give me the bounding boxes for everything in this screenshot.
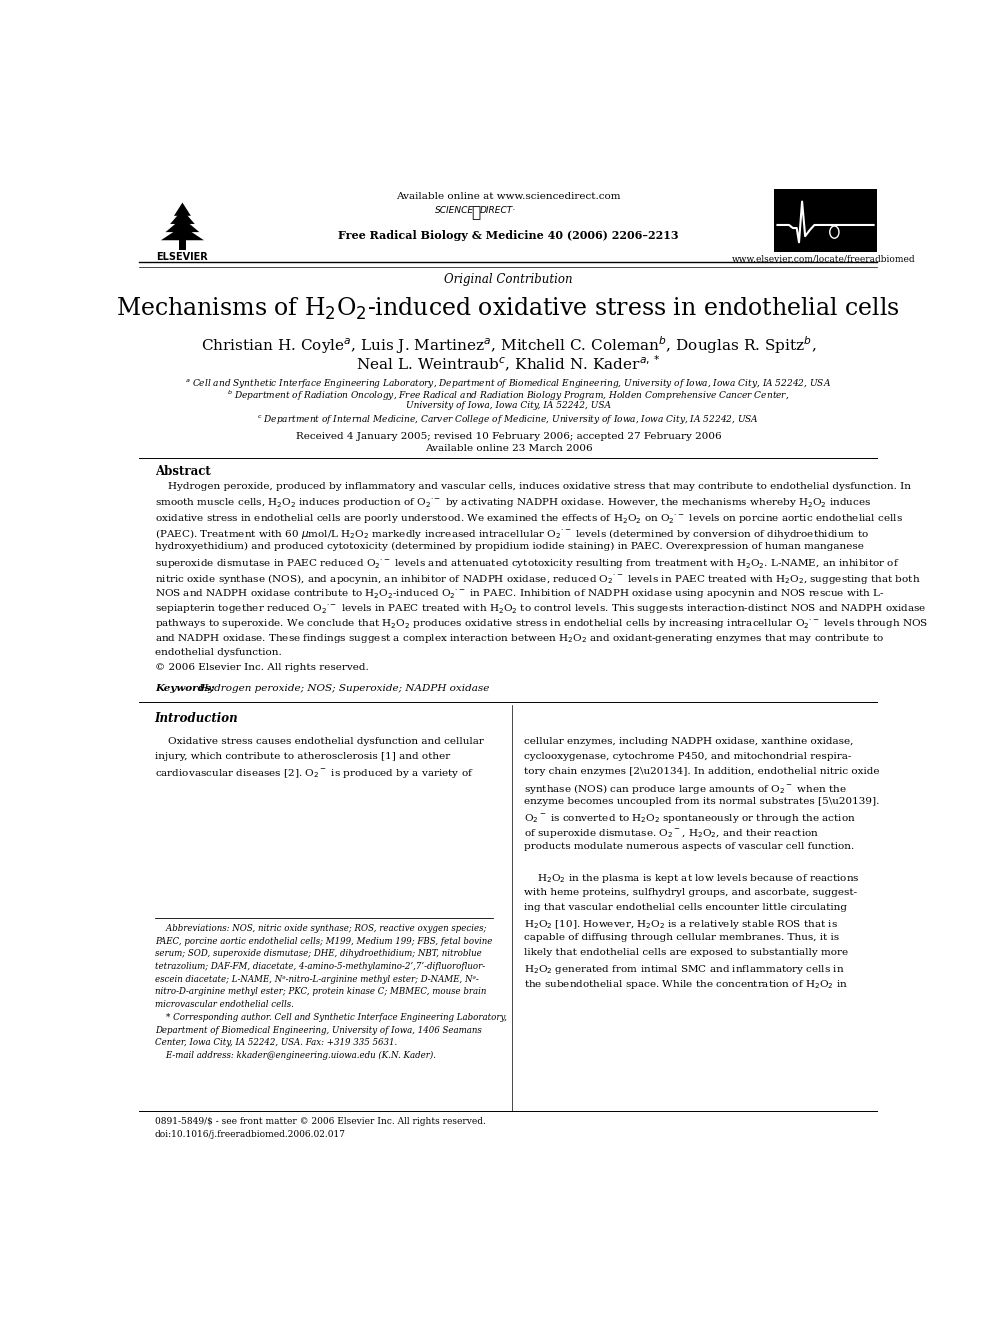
Text: Hydrogen peroxide; NOS; Superoxide; NADPH oxidase: Hydrogen peroxide; NOS; Superoxide; NADP… bbox=[196, 684, 490, 693]
Text: sepiapterin together reduced O$_2$$^{\cdot-}$ levels in PAEC treated with H$_2$O: sepiapterin together reduced O$_2$$^{\cd… bbox=[155, 602, 927, 617]
Text: with heme proteins, sulfhydryl groups, and ascorbate, suggest-: with heme proteins, sulfhydryl groups, a… bbox=[524, 888, 857, 897]
Text: of superoxide dismutase. O$_2$$^-$, H$_2$O$_2$, and their reaction: of superoxide dismutase. O$_2$$^-$, H$_2… bbox=[524, 827, 819, 840]
Text: hydroxyethidium) and produced cytotoxicity (determined by propidium iodide stain: hydroxyethidium) and produced cytotoxici… bbox=[155, 542, 864, 552]
Text: Abstract: Abstract bbox=[155, 466, 210, 479]
Bar bbox=[139, 189, 239, 250]
Text: 0891-5849/$ - see front matter © 2006 Elsevier Inc. All rights reserved.: 0891-5849/$ - see front matter © 2006 El… bbox=[155, 1118, 486, 1126]
Text: serum; SOD, superoxide dismutase; DHE, dihydroethidium; NBT, nitroblue: serum; SOD, superoxide dismutase; DHE, d… bbox=[155, 950, 481, 958]
Text: smooth muscle cells, H$_2$O$_2$ induces production of O$_2$$^{\cdot-}$ by activa: smooth muscle cells, H$_2$O$_2$ induces … bbox=[155, 496, 871, 511]
Text: cellular enzymes, including NADPH oxidase, xanthine oxidase,: cellular enzymes, including NADPH oxidas… bbox=[524, 737, 853, 746]
Text: Department of Biomedical Engineering, University of Iowa, 1406 Seamans: Department of Biomedical Engineering, Un… bbox=[155, 1025, 481, 1035]
Text: * Corresponding author. Cell and Synthetic Interface Engineering Laboratory,: * Corresponding author. Cell and Synthet… bbox=[155, 1013, 507, 1021]
Text: NOS and NADPH oxidase contribute to H$_2$O$_2$-induced O$_2$$^{\cdot-}$ in PAEC.: NOS and NADPH oxidase contribute to H$_2… bbox=[155, 587, 885, 601]
Text: Available online 23 March 2006: Available online 23 March 2006 bbox=[425, 445, 592, 452]
Polygon shape bbox=[171, 209, 194, 224]
Text: Original Contribution: Original Contribution bbox=[444, 273, 572, 286]
Text: Abbreviations: NOS, nitric oxide synthase; ROS, reactive oxygen species;: Abbreviations: NOS, nitric oxide synthas… bbox=[155, 923, 486, 933]
Text: cardiovascular diseases [2]. O$_2$$^-$ is produced by a variety of: cardiovascular diseases [2]. O$_2$$^-$ i… bbox=[155, 767, 473, 781]
Text: ELSEVIER: ELSEVIER bbox=[157, 253, 208, 262]
Text: capable of diffusing through cellular membranes. Thus, it is: capable of diffusing through cellular me… bbox=[524, 933, 839, 942]
Text: doi:10.1016/j.freeradbiomed.2006.02.017: doi:10.1016/j.freeradbiomed.2006.02.017 bbox=[155, 1130, 346, 1139]
Text: H$_2$O$_2$ in the plasma is kept at low levels because of reactions: H$_2$O$_2$ in the plasma is kept at low … bbox=[524, 872, 859, 885]
Text: tory chain enzymes [2\u20134]. In addition, endothelial nitric oxide: tory chain enzymes [2\u20134]. In additi… bbox=[524, 767, 879, 775]
Bar bbox=[774, 189, 878, 253]
Text: Hydrogen peroxide, produced by inflammatory and vascular cells, induces oxidativ: Hydrogen peroxide, produced by inflammat… bbox=[155, 482, 911, 491]
Text: ⓐ: ⓐ bbox=[471, 205, 481, 221]
Text: www.elsevier.com/locate/freeradbiomed: www.elsevier.com/locate/freeradbiomed bbox=[732, 254, 916, 263]
Text: likely that endothelial cells are exposed to substantially more: likely that endothelial cells are expose… bbox=[524, 947, 848, 957]
Text: Neal L. Weintraub$^c$, Khalid N. Kader$^{a,*}$: Neal L. Weintraub$^c$, Khalid N. Kader$^… bbox=[356, 355, 661, 374]
Text: nitro-D-arginine methyl ester; PKC, protein kinase C; MBMEC, mouse brain: nitro-D-arginine methyl ester; PKC, prot… bbox=[155, 987, 486, 996]
Text: superoxide dismutase in PAEC reduced O$_2$$^{\cdot-}$ levels and attenuated cyto: superoxide dismutase in PAEC reduced O$_… bbox=[155, 557, 900, 570]
Text: endothelial dysfunction.: endothelial dysfunction. bbox=[155, 647, 282, 656]
Text: Christian H. Coyle$^a$, Luis J. Martinez$^a$, Mitchell C. Coleman$^b$, Douglas R: Christian H. Coyle$^a$, Luis J. Martinez… bbox=[200, 333, 816, 356]
Text: SCIENCE: SCIENCE bbox=[434, 205, 474, 214]
Text: $^b$ Department of Radiation Oncology, Free Radical and Radiation Biology Progra: $^b$ Department of Radiation Oncology, F… bbox=[227, 389, 790, 404]
Text: enzyme becomes uncoupled from its normal substrates [5\u20139].: enzyme becomes uncoupled from its normal… bbox=[524, 796, 879, 806]
Text: $^a$ Cell and Synthetic Interface Engineering Laboratory, Department of Biomedic: $^a$ Cell and Synthetic Interface Engine… bbox=[186, 377, 831, 390]
Text: and NADPH oxidase. These findings suggest a complex interaction between H$_2$O$_: and NADPH oxidase. These findings sugges… bbox=[155, 632, 884, 646]
Text: products modulate numerous aspects of vascular cell function.: products modulate numerous aspects of va… bbox=[524, 843, 854, 851]
Text: cyclooxygenase, cytochrome P450, and mitochondrial respira-: cyclooxygenase, cytochrome P450, and mit… bbox=[524, 751, 851, 761]
Text: © 2006 Elsevier Inc. All rights reserved.: © 2006 Elsevier Inc. All rights reserved… bbox=[155, 663, 368, 672]
Text: Available online at www.sciencedirect.com: Available online at www.sciencedirect.co… bbox=[396, 192, 621, 201]
Polygon shape bbox=[166, 218, 199, 232]
Bar bbox=[180, 238, 186, 250]
Text: DIRECT·: DIRECT· bbox=[480, 205, 516, 214]
Text: Mechanisms of H$_2$O$_2$-induced oxidative stress in endothelial cells: Mechanisms of H$_2$O$_2$-induced oxidati… bbox=[116, 296, 901, 323]
Text: H$_2$O$_2$ generated from intimal SMC and inflammatory cells in: H$_2$O$_2$ generated from intimal SMC an… bbox=[524, 963, 844, 976]
Text: $^c$ Department of Internal Medicine, Carver College of Medicine, University of : $^c$ Department of Internal Medicine, Ca… bbox=[257, 413, 760, 426]
Text: oxidative stress in endothelial cells are poorly understood. We examined the eff: oxidative stress in endothelial cells ar… bbox=[155, 512, 903, 525]
Polygon shape bbox=[174, 202, 190, 216]
Polygon shape bbox=[161, 226, 204, 241]
Text: tetrazolium; DAF-FM, diacetate, 4-amino-5-methylamino-2’,7’-difluorofluor-: tetrazolium; DAF-FM, diacetate, 4-amino-… bbox=[155, 962, 485, 971]
Text: University of Iowa, Iowa City, IA 52242, USA: University of Iowa, Iowa City, IA 52242,… bbox=[406, 401, 611, 410]
Text: pathways to superoxide. We conclude that H$_2$O$_2$ produces oxidative stress in: pathways to superoxide. We conclude that… bbox=[155, 618, 928, 631]
Text: microvascular endothelial cells.: microvascular endothelial cells. bbox=[155, 1000, 294, 1009]
Text: (PAEC). Treatment with 60 $\mu$mol/L H$_2$O$_2$ markedly increased intracellular: (PAEC). Treatment with 60 $\mu$mol/L H$_… bbox=[155, 527, 869, 541]
Text: escein diacetate; L-NAME, Nᵊ-nitro-L-arginine methyl ester; D-NAME, Nᵊ-: escein diacetate; L-NAME, Nᵊ-nitro-L-arg… bbox=[155, 975, 478, 984]
Text: injury, which contribute to atherosclerosis [1] and other: injury, which contribute to atherosclero… bbox=[155, 751, 450, 761]
Text: synthase (NOS) can produce large amounts of O$_2$$^-$ when the: synthase (NOS) can produce large amounts… bbox=[524, 782, 846, 796]
Text: nitric oxide synthase (NOS), and apocynin, an inhibitor of NADPH oxidase, reduce: nitric oxide synthase (NOS), and apocyni… bbox=[155, 572, 921, 586]
Text: Free Radical Biology & Medicine 40 (2006) 2206–2213: Free Radical Biology & Medicine 40 (2006… bbox=[338, 230, 679, 241]
Text: PAEC, porcine aortic endothelial cells; M199, Medium 199; FBS, fetal bovine: PAEC, porcine aortic endothelial cells; … bbox=[155, 937, 492, 946]
Text: Received 4 January 2005; revised 10 February 2006; accepted 27 February 2006: Received 4 January 2005; revised 10 Febr… bbox=[296, 431, 721, 441]
Text: Introduction: Introduction bbox=[155, 712, 238, 725]
Text: H$_2$O$_2$ [10]. However, H$_2$O$_2$ is a relatively stable ROS that is: H$_2$O$_2$ [10]. However, H$_2$O$_2$ is … bbox=[524, 918, 838, 930]
Text: Keywords:: Keywords: bbox=[155, 684, 214, 693]
Text: the subendothelial space. While the concentration of H$_2$O$_2$ in: the subendothelial space. While the conc… bbox=[524, 978, 848, 991]
Text: O$_2$$^-$ is converted to H$_2$O$_2$ spontaneously or through the action: O$_2$$^-$ is converted to H$_2$O$_2$ spo… bbox=[524, 812, 855, 826]
Text: Center, Iowa City, IA 52242, USA. Fax: +319 335 5631.: Center, Iowa City, IA 52242, USA. Fax: +… bbox=[155, 1039, 397, 1048]
Text: E-mail address: kkader@engineering.uiowa.edu (K.N. Kader).: E-mail address: kkader@engineering.uiowa… bbox=[155, 1052, 435, 1060]
Text: ing that vascular endothelial cells encounter little circulating: ing that vascular endothelial cells enco… bbox=[524, 902, 847, 912]
Text: Oxidative stress causes endothelial dysfunction and cellular: Oxidative stress causes endothelial dysf… bbox=[155, 737, 484, 746]
